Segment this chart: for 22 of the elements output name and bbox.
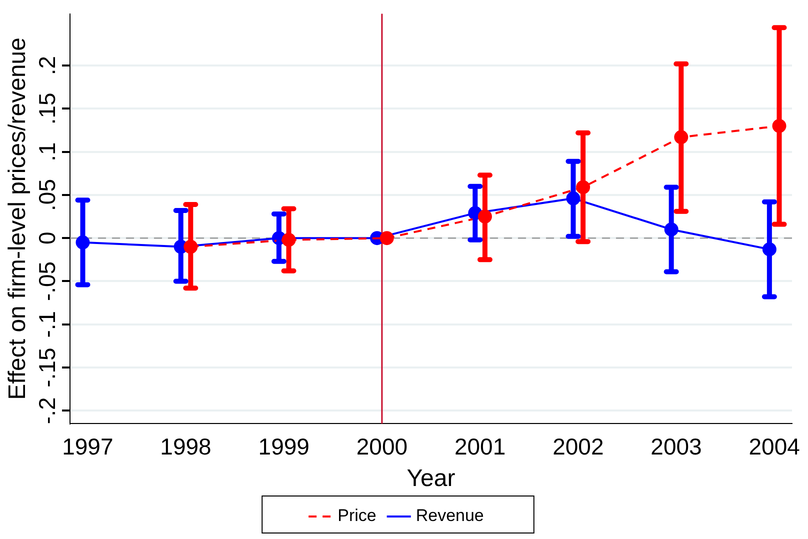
legend-label: Price xyxy=(338,506,376,526)
legend-label: Revenue xyxy=(416,506,484,526)
y-tick-label: .15 xyxy=(34,92,60,125)
y-tick-label: .05 xyxy=(34,178,60,211)
x-tick-label: 2001 xyxy=(454,434,506,460)
x-tick-label: 2002 xyxy=(552,434,604,460)
x-tick-label: 1999 xyxy=(258,434,310,460)
point xyxy=(380,231,394,246)
y-tick-label: -.15 xyxy=(34,348,60,388)
y-tick-label: 0 xyxy=(34,232,60,245)
x-tick-label: 1998 xyxy=(160,434,212,460)
y-tick-label: .1 xyxy=(34,142,60,162)
x-axis-title: Year xyxy=(406,465,456,492)
y-axis-title: Effect on firm-level prices/revenue xyxy=(4,38,32,400)
y-tick-label: .2 xyxy=(34,56,60,76)
y-tick-label: -.2 xyxy=(34,397,60,424)
x-tick-label: 2003 xyxy=(650,434,702,460)
x-tick-label: 2004 xyxy=(748,434,800,460)
x-tick-label: 2000 xyxy=(356,434,408,460)
y-tick-label: -.05 xyxy=(34,261,60,302)
x-tick-label: 1997 xyxy=(62,434,114,460)
y-tick-label: -.1 xyxy=(34,310,60,338)
